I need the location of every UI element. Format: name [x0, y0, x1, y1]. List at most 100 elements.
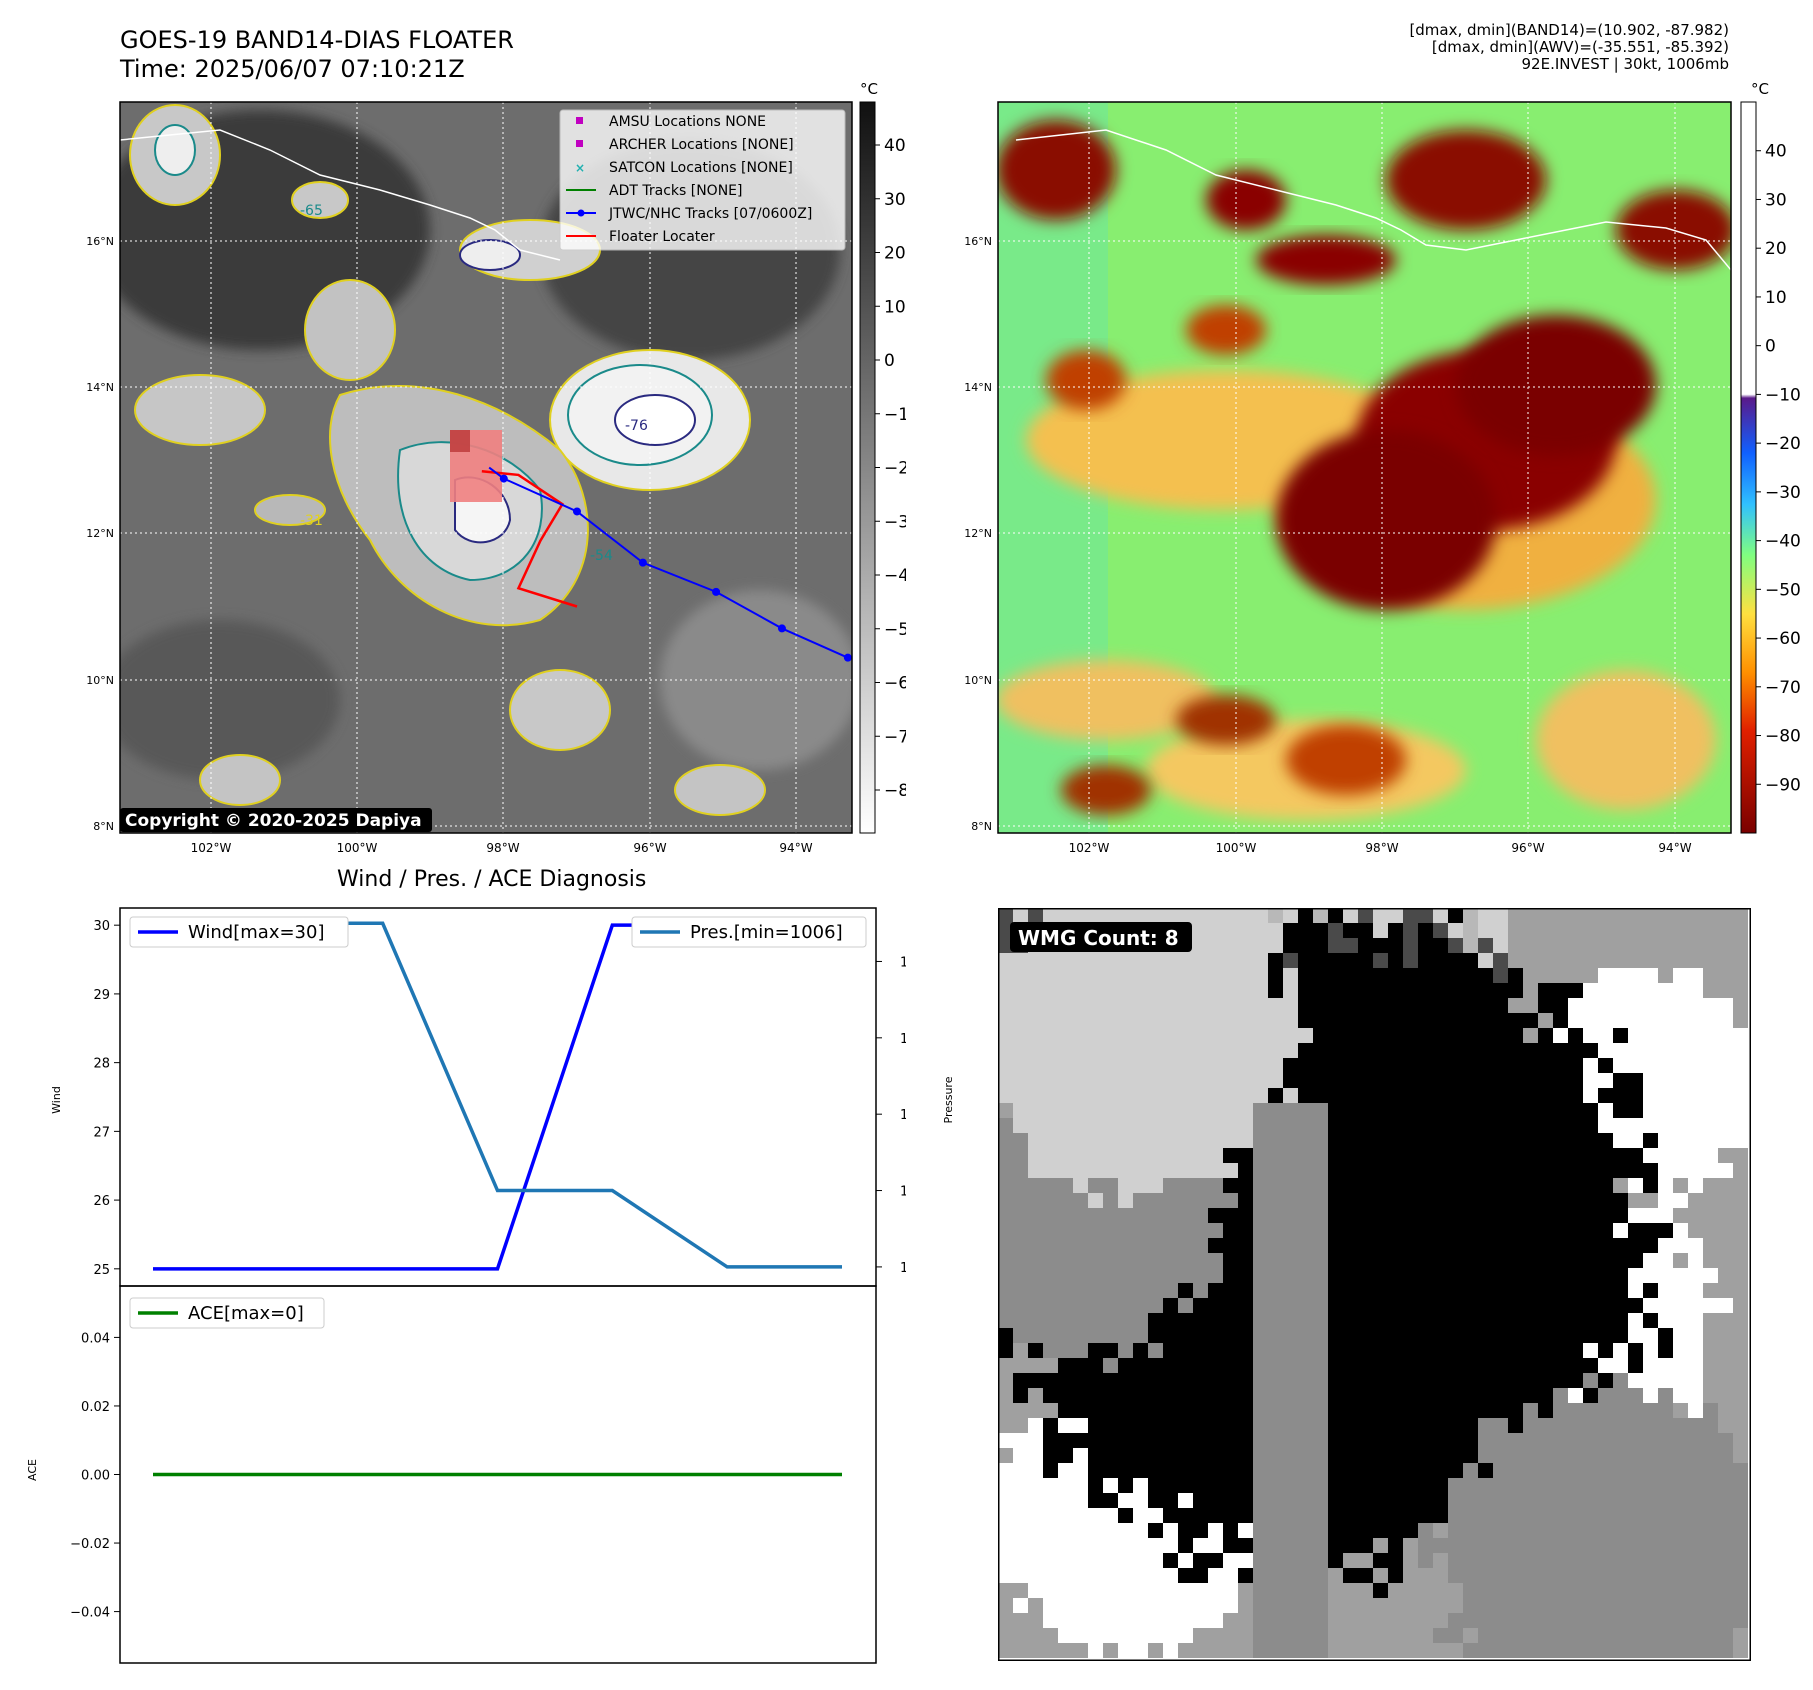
jtwc-track-point	[499, 474, 508, 483]
colorbar-left-tick-label: −10	[884, 405, 906, 425]
lat-label: 14°N	[86, 381, 114, 394]
colorbar-left-tick-label: −40	[884, 566, 906, 586]
map-frame-right	[997, 101, 1732, 834]
jtwc-track	[488, 466, 852, 662]
colorbar-left-unit: °C	[860, 80, 878, 98]
colorbar-right-unit: °C	[1751, 80, 1769, 98]
colorbar-right-tick-label: 20	[1765, 239, 1787, 259]
colorbar-left-tick-label: −50	[884, 620, 906, 640]
wind-tick-label: 25	[93, 1263, 110, 1278]
ace-axis-label: ACE	[26, 1459, 39, 1481]
legend-item-archer: ARCHER Locations [NONE]	[609, 137, 794, 153]
legend-marker-archer	[576, 140, 583, 147]
legend-item-satcon: SATCON Locations [NONE]	[609, 160, 793, 176]
awv-map-image	[998, 102, 1731, 833]
colorbar-left-tick-label: −20	[884, 459, 906, 479]
floater-box-center	[450, 430, 470, 452]
title-line-2: Time: 2025/06/07 07:10:21Z	[120, 55, 465, 83]
info-line-2: [dmax, dmin](AWV)=(-35.551, -85.392)	[1431, 38, 1729, 56]
colorbar-left-tick-label: −60	[884, 674, 906, 694]
ace-tick-label: −0.04	[70, 1606, 110, 1621]
legend-marker-amsu	[576, 117, 583, 124]
contour-label-54: -54	[590, 548, 613, 564]
pressure-legend-label: Pres.[min=1006]	[690, 922, 843, 943]
wind-tick-label: 28	[93, 1057, 110, 1072]
colorbar-right-tick-label: −50	[1765, 580, 1801, 600]
wmg-badge	[1010, 922, 1192, 952]
lon-label: 94°W	[779, 841, 812, 855]
lon-labels: 102°W 100°W 98°W 96°W 94°W	[191, 841, 813, 855]
colorbar-left-tick-label: 0	[884, 351, 895, 371]
wmg-image	[998, 908, 1748, 1658]
wind-tick-label: 27	[93, 1125, 110, 1140]
colorbar-left-tick-label: 40	[884, 136, 906, 156]
info-line-3: 92E.INVEST | 30kt, 1006mb	[1521, 55, 1730, 73]
wind-legend-label: Wind[max=30]	[188, 922, 325, 943]
ace-tick-label: −0.02	[70, 1537, 110, 1552]
lon-label: 100°W	[1216, 841, 1257, 855]
pressure-tick-label: 1008	[900, 1185, 906, 1200]
info-line-1: [dmax, dmin](BAND14)=(10.902, -87.982)	[1409, 21, 1729, 39]
colorbar-left-tick-label: −30	[884, 512, 906, 532]
contour-label-65: -65	[300, 203, 323, 219]
lon-label: 102°W	[191, 841, 232, 855]
lon-label: 100°W	[337, 841, 378, 855]
lat-label: 8°N	[93, 820, 114, 833]
lat-labels: 16°N 14°N 12°N 10°N 8°N	[86, 235, 114, 833]
lat-label: 8°N	[971, 820, 992, 833]
ace-tick-label: 0.00	[81, 1469, 110, 1484]
lat-label: 10°N	[964, 674, 992, 687]
colorbar-right-tick-label: −70	[1765, 678, 1801, 698]
colorbar-right-tick-label: −20	[1765, 434, 1801, 454]
wind-tick-label: 26	[93, 1194, 110, 1209]
pressure-axis-label: Pressure	[942, 1076, 955, 1123]
copyright-text: Copyright © 2020-2025 Dapiya	[125, 811, 422, 831]
jtwc-track-point	[638, 558, 647, 567]
gridlines-right	[998, 102, 1731, 833]
colorbar-right-tick-label: 0	[1765, 337, 1776, 357]
diagnosis-panel: 30 29 28 27 26 25 1014 1012 1010 1008 1006 0.04 0.02…	[26, 907, 906, 1664]
lon-labels-right: 102°W 100°W 98°W 96°W 94°W	[1069, 841, 1692, 855]
wind-pressure-axes	[119, 907, 877, 1287]
colorbar-right: °C 40 30 20 10 0 −10 −20 −30 −40 −50 −60 −70 −80 −90	[1740, 80, 1801, 834]
colorbar-right-tick-label: 10	[1765, 288, 1787, 308]
jtwc-track-point	[777, 624, 786, 633]
lat-label: 10°N	[86, 674, 114, 687]
lon-label: 96°W	[633, 841, 666, 855]
legend-box: AMSU Locations NONE ARCHER Locations [NO…	[559, 109, 846, 251]
colorbar-left-tick-label: −80	[884, 781, 906, 801]
lat-label: 14°N	[964, 381, 992, 394]
lat-label: 16°N	[964, 235, 992, 248]
ace-tick-label: 0.04	[81, 1331, 110, 1346]
lat-labels-right: 16°N 14°N 12°N 10°N 8°N	[964, 235, 992, 833]
contour-label-76: -76	[625, 418, 648, 434]
lat-label: 16°N	[86, 235, 114, 248]
coastline	[120, 129, 561, 261]
colorbar-left-tick-label: 30	[884, 190, 906, 210]
title-line-1: GOES-19 BAND14-DIAS FLOATER	[120, 26, 514, 54]
legend-item-adt: ADT Tracks [NONE]	[609, 183, 742, 199]
lon-label: 96°W	[1511, 841, 1544, 855]
legend-marker-satcon: ×	[575, 161, 585, 175]
pressure-tick-label: 1006	[900, 1261, 906, 1276]
ir-map-panel: -31 -54 -65 -76 16°N 14°N 12°N 10°N 8°N …	[86, 80, 906, 855]
jtwc-track-point	[573, 507, 581, 516]
floater-locater-line	[481, 470, 578, 608]
lon-label: 98°W	[486, 841, 519, 855]
legend-marker-jtwc-dot	[577, 209, 585, 217]
lon-label: 98°W	[1365, 841, 1398, 855]
wmg-panel: WMG Count: 8	[998, 908, 1751, 1661]
wind-tick-label: 29	[93, 988, 110, 1003]
ace-tick-label: 0.02	[81, 1400, 110, 1415]
map-frame	[119, 101, 853, 834]
legend-item-amsu: AMSU Locations NONE	[609, 114, 766, 130]
pressure-tick-label: 1014	[900, 955, 906, 970]
ace-legend: ACE[max=0]	[129, 1297, 325, 1329]
colorbar-right-tick-label: −60	[1765, 629, 1801, 649]
jtwc-track-point	[843, 653, 852, 662]
diagnosis-title: Wind / Pres. / ACE Diagnosis	[337, 867, 647, 892]
colorbar-right-tick-label: −40	[1765, 532, 1801, 552]
lat-label: 12°N	[964, 527, 992, 540]
colorbar-right-tick-label: −80	[1765, 727, 1801, 747]
lat-label: 12°N	[86, 527, 114, 540]
